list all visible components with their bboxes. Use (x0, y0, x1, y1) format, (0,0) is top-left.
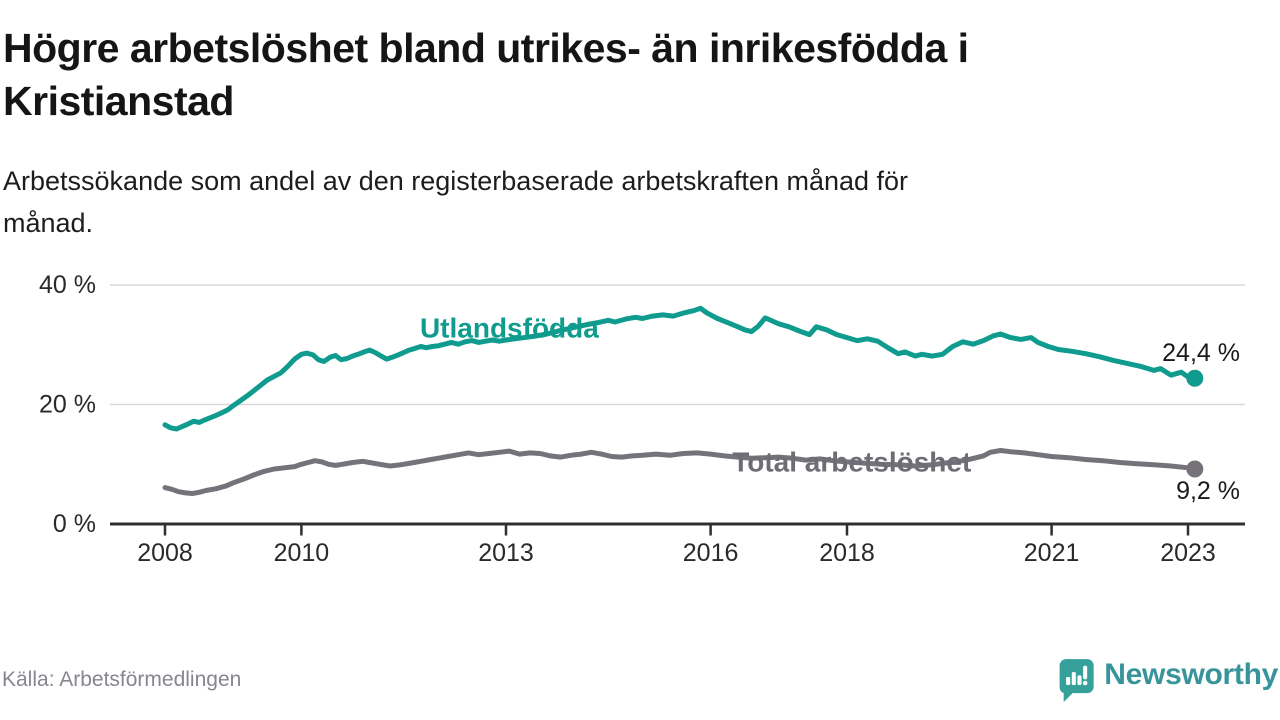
x-tick-label: 2021 (1024, 539, 1080, 567)
logo-exclamation-dot (1082, 680, 1088, 686)
series-end-dot-total (1186, 460, 1204, 478)
x-tick-label: 2016 (683, 539, 739, 567)
x-tick-label: 2010 (274, 539, 330, 567)
end-value-label-total: 9,2 % (1176, 477, 1240, 505)
chart-subtitle: Arbetssökande som andel av den registerb… (3, 160, 1203, 244)
y-tick-label: 20 % (39, 391, 96, 419)
subtitle-line-1: Arbetssökande som andel av den registerb… (3, 166, 909, 196)
title-line-1: Högre arbetslöshet bland utrikes- än inr… (3, 25, 969, 71)
x-tick-label: 2023 (1160, 539, 1216, 567)
subtitle-line-2: månad. (3, 208, 94, 238)
series-label-total: Total arbetslöshet (732, 446, 971, 477)
series-path-total (162, 448, 1198, 496)
logo-bar-3 (1077, 675, 1082, 686)
series-end-dot-utlandsfodda (1186, 369, 1204, 387)
newsworthy-wordmark: Newsworthy (1104, 658, 1278, 691)
x-tick-label: 2008 (137, 539, 193, 567)
source-note: Källa: Arbetsförmedlingen (2, 668, 242, 691)
y-tick-label: 40 % (39, 271, 96, 299)
series-path-utlandsfodda (162, 305, 1198, 432)
title-line-2: Kristianstad (3, 78, 234, 124)
logo-bar-1 (1066, 676, 1071, 686)
x-tick-label: 2013 (478, 539, 534, 567)
logo-bubble-shape (1059, 659, 1094, 703)
page-title: Högre arbetslöshet bland utrikes- än inr… (3, 22, 1253, 128)
end-value-label-utlandsfodda: 24,4 % (1162, 339, 1240, 367)
logo-bar-2 (1071, 672, 1076, 686)
x-tick-label: 2018 (819, 539, 875, 567)
newsworthy-logo: Newsworthy (1058, 652, 1278, 710)
logo-exclamation-bar (1083, 665, 1088, 680)
series-label-utlandsfodda: Utlandsfödda (420, 313, 599, 344)
newsworthy-logo-icon (1059, 659, 1094, 703)
y-tick-label: 0 % (53, 510, 96, 538)
